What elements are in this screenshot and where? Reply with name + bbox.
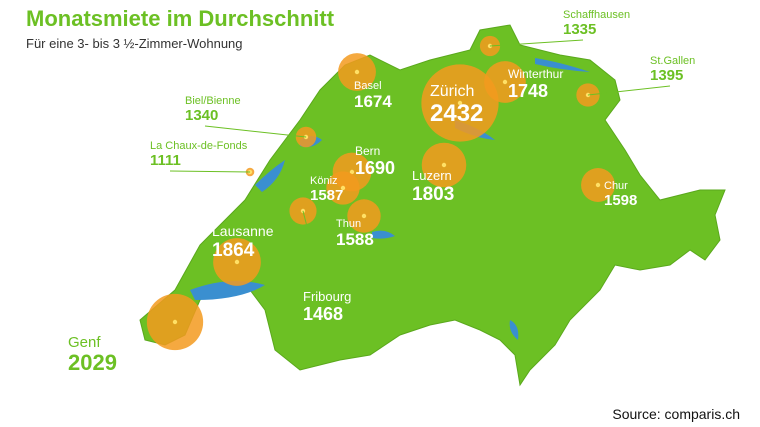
- rent-value: 1340: [185, 107, 218, 124]
- leader-line: [204, 125, 307, 138]
- city-name: Zürich: [430, 83, 474, 100]
- city-name: Bern: [355, 144, 380, 158]
- leader-line: [489, 39, 584, 47]
- rent-value: 1395: [650, 67, 683, 84]
- city-name: Winterthur: [508, 67, 563, 81]
- city-name: Fribourg: [303, 289, 351, 304]
- city-dot: [172, 319, 178, 325]
- rent-value: 2432: [430, 100, 483, 127]
- city-name: Lausanne: [212, 223, 274, 239]
- rent-value: 1864: [212, 240, 255, 261]
- rent-value: 1111: [150, 152, 181, 169]
- rent-value: 1803: [412, 184, 454, 205]
- city-name: La Chaux-de-Fonds: [150, 140, 248, 152]
- subtitle: Für eine 3- bis 3 ½-Zimmer-Wohnung: [26, 36, 243, 51]
- rent-value: 1335: [563, 21, 596, 38]
- rent-value: 1674: [354, 92, 392, 111]
- city-dot: [361, 213, 367, 219]
- city-dot: [234, 259, 240, 265]
- city-name: Schaffhausen: [563, 9, 630, 21]
- city-dot: [502, 79, 508, 85]
- city-name: Luzern: [412, 168, 452, 183]
- leader-line: [169, 170, 251, 173]
- rent-value: 1587: [310, 187, 343, 204]
- rent-value: 1598: [604, 192, 637, 209]
- city-dot: [340, 185, 346, 191]
- rent-value: 1690: [355, 158, 395, 178]
- rent-value: 1468: [303, 304, 343, 324]
- city-name: Chur: [604, 180, 628, 192]
- rent-value: 1588: [336, 230, 374, 249]
- city-name: Biel/Bienne: [185, 95, 241, 107]
- title: Monatsmiete im Durchschnitt: [26, 6, 335, 31]
- city-name: Köniz: [310, 175, 338, 187]
- city-dot: [595, 182, 601, 188]
- leader-line: [587, 85, 671, 96]
- rent-value: 2029: [68, 350, 117, 375]
- source: Source: comparis.ch: [612, 406, 740, 422]
- city-dot: [349, 169, 355, 175]
- city-dot: [441, 162, 447, 168]
- city-name: Thun: [336, 218, 361, 230]
- city-name: Basel: [354, 80, 382, 92]
- city-name: St.Gallen: [650, 55, 695, 67]
- city-dot: [354, 69, 360, 75]
- city-dot: [457, 100, 463, 106]
- city-name: Genf: [68, 334, 101, 351]
- leader-line: [302, 210, 324, 290]
- rent-value: 1748: [508, 81, 548, 101]
- country-shape: [139, 24, 726, 387]
